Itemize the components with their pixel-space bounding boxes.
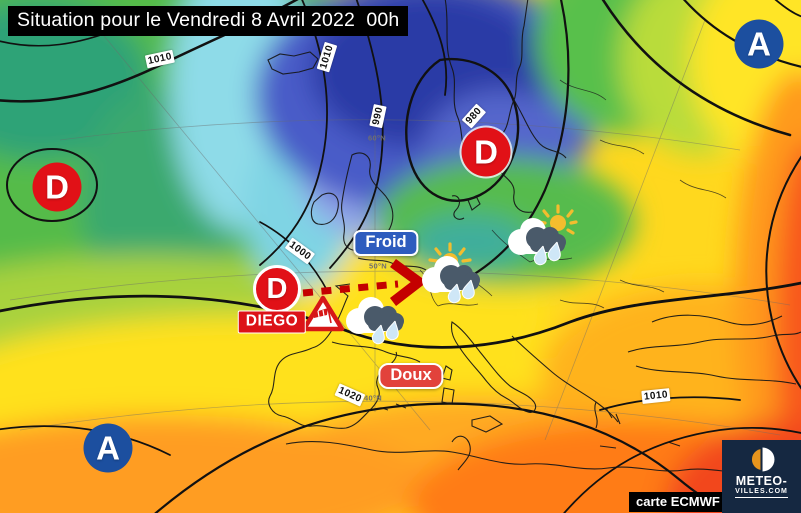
low-pressure-marker-scandinavia: D [461, 127, 511, 177]
high-pressure-marker-southwest: A [83, 423, 133, 473]
logo-text-line1: METEO- [735, 474, 788, 488]
storm-track-arrow [302, 258, 428, 306]
storm-name-label: DIEGO [237, 310, 307, 334]
map-title: Situation pour le Vendredi 8 Avril 2022 … [8, 6, 409, 36]
latitude-label-50n: 50°N [369, 261, 387, 271]
wind-warning-icon [301, 295, 345, 332]
latitude-label-60n: 60°N [368, 133, 386, 143]
cold-zone-label: Froid [353, 230, 419, 256]
map-credit: carte ECMWF [629, 492, 727, 512]
graticule [9, 19, 791, 441]
sun-rain-cloud-icon [508, 204, 578, 266]
meteo-villes-logo: METEO- VILLES.COM [722, 440, 801, 513]
high-pressure-marker-northeast: A [734, 19, 784, 69]
rain-cloud-icon [346, 297, 404, 345]
storm-diego-marker: D [253, 265, 301, 313]
low-pressure-marker-atlantic: D [32, 162, 82, 212]
latitude-label-40n: 40°N [364, 393, 382, 403]
logo-text-line2: VILLES.COM [735, 488, 788, 498]
meteo-villes-logo-icon [751, 447, 775, 472]
sun-rain-cloud-icon [422, 242, 480, 304]
mild-zone-label: Doux [378, 363, 444, 389]
